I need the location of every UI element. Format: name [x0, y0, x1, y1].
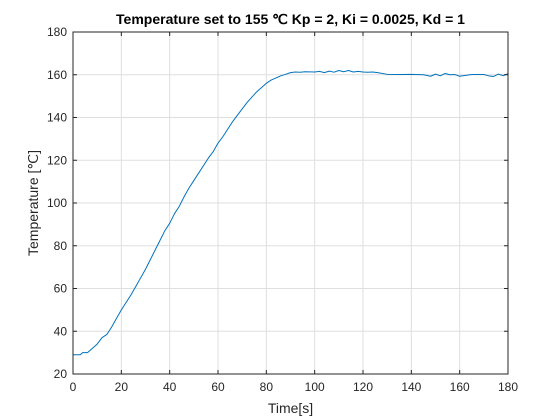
x-axis-label: Time[s]	[268, 400, 313, 416]
temperature-series-line	[73, 69, 509, 356]
x-tick-label: 180	[498, 380, 518, 394]
x-tick-label: 100	[305, 380, 325, 394]
ticks	[72, 31, 509, 375]
chart-title: Temperature set to 155 ℃ Kp = 2, Ki = 0.…	[116, 11, 465, 27]
y-axis-label: Temperature [℃]	[25, 150, 41, 256]
y-tick-label: 140	[47, 111, 67, 125]
x-tick-label: 140	[401, 380, 421, 394]
y-tick-label: 100	[47, 196, 67, 210]
y-tick-label: 60	[54, 282, 68, 296]
y-tick-label: 40	[54, 324, 68, 338]
x-tick-label: 160	[450, 380, 470, 394]
x-tick-label: 120	[353, 380, 373, 394]
y-tick-label: 180	[47, 25, 67, 39]
x-tick-label: 20	[115, 380, 129, 394]
tick-labels: 0 20 40 60 80 100 120 140 160 1802040608010012014…	[47, 25, 518, 394]
y-tick-label: 80	[54, 239, 68, 253]
series-layer	[73, 69, 509, 356]
y-tick-label: 160	[47, 68, 67, 82]
x-tick-label: 80	[260, 380, 274, 394]
y-tick-label: 20	[54, 367, 68, 381]
x-tick-label: 0	[70, 380, 77, 394]
x-tick-label: 60	[211, 380, 225, 394]
x-tick-label: 40	[163, 380, 177, 394]
y-tick-label: 120	[47, 153, 67, 167]
